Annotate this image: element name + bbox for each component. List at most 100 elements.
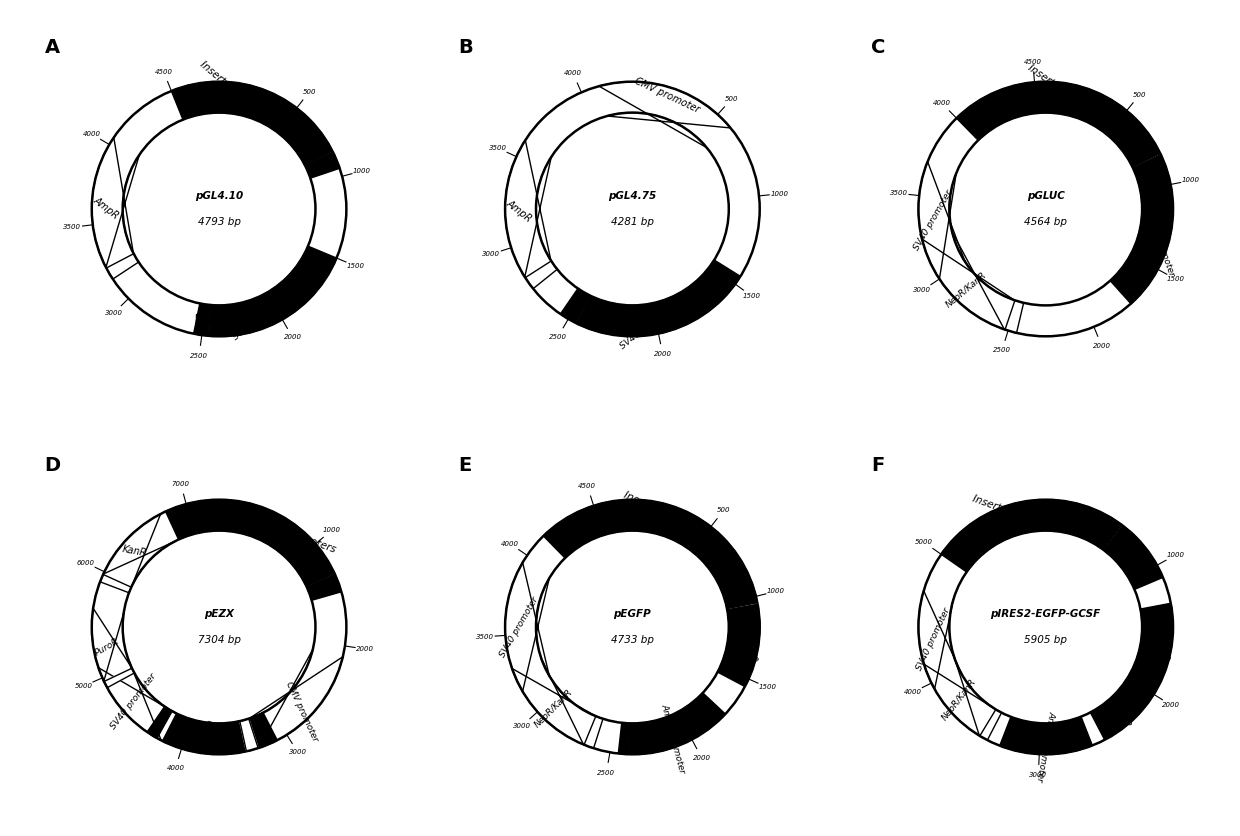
Polygon shape (171, 82, 332, 165)
Text: 1500: 1500 (743, 293, 761, 299)
Text: 2000: 2000 (284, 334, 301, 340)
Polygon shape (619, 723, 630, 754)
Text: 2500: 2500 (993, 348, 1011, 354)
Text: 7000: 7000 (172, 481, 190, 487)
Text: SV40 promoter: SV40 promoter (498, 595, 539, 659)
Text: pGL4.75: pGL4.75 (609, 191, 656, 201)
Polygon shape (1008, 716, 1092, 754)
Text: 3500: 3500 (889, 191, 908, 196)
Polygon shape (157, 711, 278, 754)
Text: 5905 bp: 5905 bp (1024, 635, 1068, 645)
Text: 3000: 3000 (1029, 772, 1048, 777)
Text: 3500: 3500 (489, 145, 506, 151)
Text: 1000: 1000 (322, 528, 340, 533)
Text: 4564 bp: 4564 bp (1024, 217, 1068, 227)
Text: pIRES2-EGFP-GCSF: pIRES2-EGFP-GCSF (991, 609, 1101, 619)
Text: NeoR/KanR: NeoR/KanR (944, 270, 988, 309)
Text: AmpR promoter: AmpR promoter (1143, 207, 1176, 278)
Text: SEAP: SEAP (202, 719, 218, 746)
Polygon shape (306, 574, 341, 600)
Text: D: D (45, 456, 61, 475)
Polygon shape (919, 500, 1173, 754)
Polygon shape (505, 563, 549, 691)
Text: 2000: 2000 (1162, 702, 1180, 708)
Polygon shape (210, 246, 336, 336)
Polygon shape (92, 609, 131, 681)
Polygon shape (560, 288, 589, 323)
Text: 500: 500 (1133, 92, 1147, 98)
Text: KanR: KanR (122, 544, 148, 558)
Polygon shape (107, 253, 139, 279)
Bar (196, 314, 207, 325)
Polygon shape (1111, 533, 1163, 589)
Polygon shape (249, 650, 342, 748)
Text: 4000: 4000 (82, 131, 100, 137)
Text: 2500: 2500 (598, 770, 615, 776)
Polygon shape (104, 668, 134, 688)
Text: pGLUC: pGLUC (1027, 191, 1065, 201)
Text: Insert promoters: Insert promoters (198, 59, 272, 123)
Text: A: A (45, 38, 60, 57)
Text: 4500: 4500 (155, 69, 172, 74)
Text: 4000: 4000 (501, 541, 520, 547)
Text: SV40 promoter: SV40 promoter (915, 607, 951, 672)
Text: 1000: 1000 (770, 191, 789, 196)
Polygon shape (526, 261, 557, 288)
Text: 5000: 5000 (74, 683, 92, 689)
Text: 1000: 1000 (1182, 177, 1200, 183)
Polygon shape (1110, 274, 1140, 303)
Text: 2500: 2500 (190, 353, 208, 359)
Text: 1000: 1000 (353, 168, 371, 174)
Polygon shape (1127, 604, 1173, 695)
Text: CMV promoter: CMV promoter (284, 681, 320, 743)
Text: 2500: 2500 (549, 334, 567, 340)
Text: 3000: 3000 (513, 722, 531, 729)
Text: 1500: 1500 (759, 685, 776, 691)
Polygon shape (1090, 678, 1153, 740)
Text: EGFP: EGFP (738, 641, 759, 665)
Polygon shape (98, 658, 175, 741)
Text: Insert promoters: Insert promoters (971, 493, 1056, 533)
Polygon shape (512, 659, 595, 745)
Text: Insert promoters: Insert promoters (1027, 63, 1104, 121)
Text: 4793 bp: 4793 bp (197, 217, 241, 227)
Polygon shape (193, 303, 211, 336)
Text: 3000: 3000 (289, 749, 306, 756)
Text: 6000: 6000 (77, 560, 94, 566)
Polygon shape (727, 604, 760, 630)
Text: 4000: 4000 (904, 689, 921, 696)
Polygon shape (92, 137, 139, 268)
Polygon shape (1133, 155, 1168, 184)
Text: M-CSF: M-CSF (1131, 545, 1154, 572)
Polygon shape (629, 693, 725, 754)
Text: 500: 500 (717, 507, 730, 513)
Text: 4000: 4000 (166, 766, 185, 772)
Text: pGL4.10: pGL4.10 (195, 191, 243, 201)
Polygon shape (92, 82, 346, 336)
Text: 2000: 2000 (356, 646, 374, 652)
Polygon shape (505, 500, 760, 754)
Text: 2000: 2000 (1092, 343, 1111, 349)
Text: 1000: 1000 (1166, 552, 1184, 558)
Text: 4000: 4000 (564, 70, 582, 76)
Text: E: E (458, 456, 471, 475)
Text: SV40 promoter: SV40 promoter (911, 189, 954, 252)
Text: F: F (872, 456, 884, 475)
Polygon shape (980, 710, 1002, 740)
Polygon shape (505, 140, 552, 277)
Text: AmpR: AmpR (505, 198, 533, 224)
Text: NeoR/KanR: NeoR/KanR (532, 687, 574, 729)
Text: 7304 bp: 7304 bp (197, 635, 241, 645)
Polygon shape (1104, 526, 1137, 560)
Polygon shape (100, 574, 131, 593)
Text: NeoR/KanR: NeoR/KanR (940, 677, 977, 722)
Text: PuroR: PuroR (93, 636, 122, 657)
Text: pEZX: pEZX (205, 609, 234, 619)
Text: 1500: 1500 (1167, 276, 1185, 283)
Polygon shape (919, 82, 1173, 336)
Polygon shape (505, 82, 760, 336)
Text: 3500: 3500 (63, 224, 81, 231)
Text: 4500: 4500 (578, 483, 596, 489)
Polygon shape (923, 232, 1014, 329)
Text: 2000: 2000 (653, 351, 672, 357)
